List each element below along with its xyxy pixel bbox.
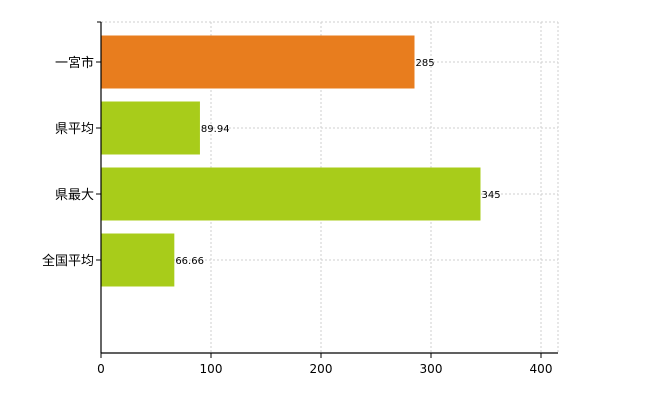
x-tick-label-2: 200: [310, 362, 333, 376]
value-label-2: 345: [482, 190, 501, 201]
value-label-0: 285: [416, 58, 435, 69]
bars-layer: [101, 35, 481, 287]
bar-1: [101, 101, 200, 155]
x-tick-label-3: 300: [420, 362, 443, 376]
category-label-3: 全国平均: [42, 253, 94, 269]
category-label-2: 県最大: [55, 188, 94, 203]
bar-2: [101, 167, 481, 221]
category-label-0: 一宮市: [55, 55, 94, 71]
bar-0: [101, 35, 415, 89]
x-tick-label-1: 100: [200, 362, 223, 376]
x-tick-label-4: 400: [530, 362, 553, 376]
axes-layer: [96, 21, 558, 358]
category-label-1: 県平均: [55, 122, 94, 137]
x-tick-label-0: 0: [97, 362, 105, 376]
value-label-1: 89.94: [201, 124, 230, 135]
bar-3: [101, 233, 175, 287]
value-label-3: 66.66: [175, 256, 204, 267]
